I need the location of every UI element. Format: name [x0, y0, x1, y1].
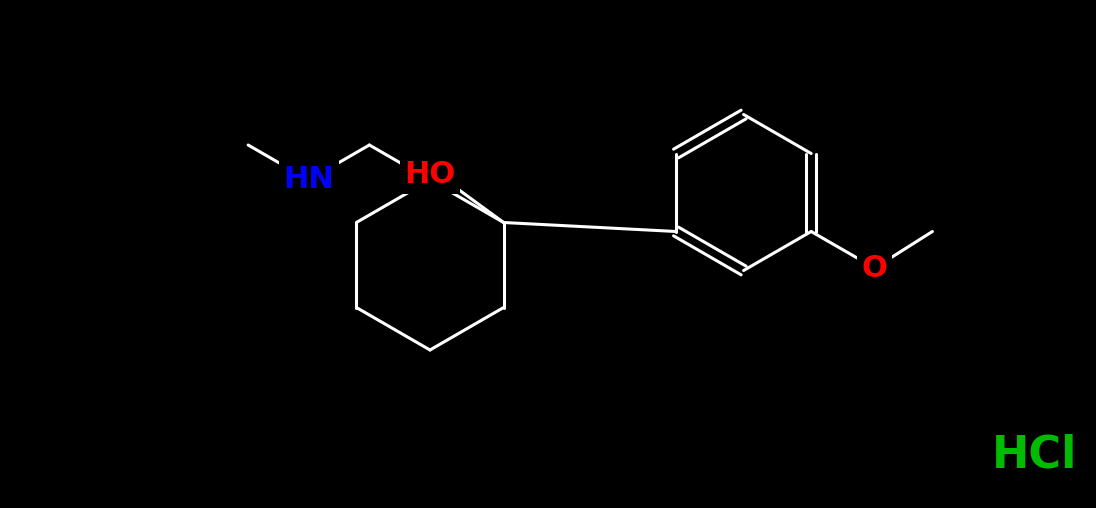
- Text: HO: HO: [404, 160, 456, 189]
- Text: HCl: HCl: [992, 433, 1077, 477]
- Text: HN: HN: [284, 166, 334, 195]
- Text: O: O: [861, 254, 888, 283]
